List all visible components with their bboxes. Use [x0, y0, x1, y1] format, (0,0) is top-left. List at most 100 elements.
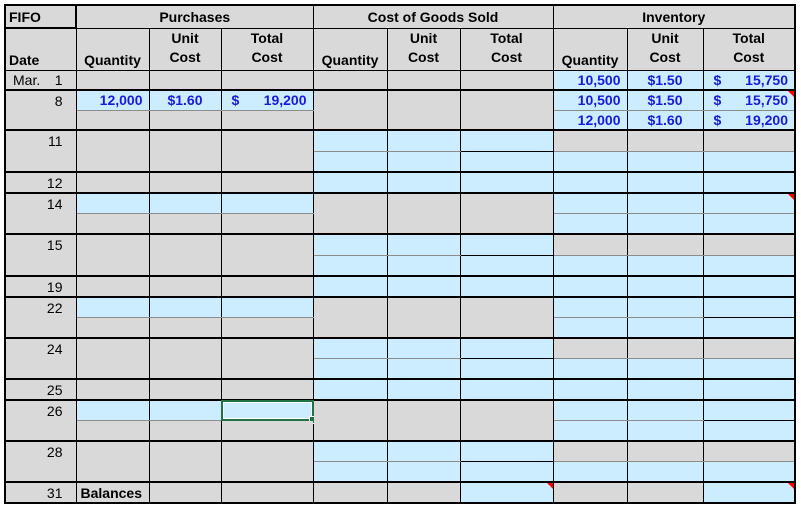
mar-15-cogs-quantity-cell[interactable]: [312, 233, 388, 256]
mar-15-inventory-quantity-cell-2[interactable]: [552, 254, 628, 277]
mar-11-cogs-quantity-cell[interactable]: [312, 129, 388, 152]
mar-31-cogs-total-cost-cell[interactable]: [459, 481, 554, 504]
mar-24-cogs-unit-cost-cell[interactable]: [386, 337, 461, 359]
mar-8-inventory-unit-cost-cell-2[interactable]: $1.60: [626, 109, 704, 131]
mar-22-purchases-unit-cost-cell[interactable]: [148, 296, 222, 318]
mar-15-cogs-total-cost-cell-2[interactable]: [459, 254, 554, 277]
mar-25-cogs-unit-cost-cell[interactable]: [386, 378, 461, 401]
mar-24-inventory-unit-cost-cell-2[interactable]: [626, 357, 704, 380]
mar-11-inventory-unit-cost-cell-2[interactable]: [626, 150, 704, 173]
mar-14-purchases-quantity-cell[interactable]: [75, 192, 150, 214]
mar-8-purchases-total-cost-cell[interactable]: $19,200: [220, 89, 314, 111]
mar-12-inventory-unit-cost-cell[interactable]: [626, 171, 704, 194]
comment-indicator-icon[interactable]: [788, 92, 794, 97]
mar-19-inventory-unit-cost-cell[interactable]: [626, 275, 704, 298]
mar-26-inventory-unit-cost-cell[interactable]: [626, 399, 704, 421]
mar-14-inventory-total-cost-cell[interactable]: [702, 192, 796, 214]
mar-15-cogs-quantity-cell-2[interactable]: [312, 254, 388, 277]
mar-25-inventory-quantity-cell[interactable]: [552, 378, 628, 401]
mar-12-cogs-quantity-cell[interactable]: [312, 171, 388, 194]
mar-12-inventory-total-cost-cell[interactable]: [702, 171, 796, 194]
mar-11-cogs-total-cost-cell-2[interactable]: [459, 150, 554, 173]
mar-24-inventory-quantity-cell-2[interactable]: [552, 357, 628, 380]
mar-28-cogs-quantity-cell[interactable]: [312, 440, 388, 462]
mar-12-inventory-quantity-cell[interactable]: [552, 171, 628, 194]
mar-28-inventory-unit-cost-cell-2[interactable]: [626, 460, 704, 483]
mar-22-purchases-quantity-cell[interactable]: [75, 296, 150, 318]
mar-11-cogs-total-cost-cell[interactable]: [459, 129, 554, 152]
mar-1-inventory-quantity-cell[interactable]: 10,500: [552, 69, 628, 91]
mar-15-inventory-total-cost-cell-2[interactable]: [702, 254, 796, 277]
mar-19-cogs-total-cost-cell[interactable]: [459, 275, 554, 298]
mar-12-cogs-total-cost-cell[interactable]: [459, 171, 554, 194]
mar-11-inventory-total-cost-cell-2[interactable]: [702, 150, 796, 173]
comment-indicator-icon[interactable]: [546, 484, 552, 489]
mar-8-inventory-quantity-cell-2[interactable]: 12,000: [552, 109, 628, 131]
mar-24-cogs-quantity-cell-2[interactable]: [312, 357, 388, 380]
mar-11-cogs-quantity-cell-2[interactable]: [312, 150, 388, 173]
mar-11-cogs-unit-cost-cell-2[interactable]: [386, 150, 461, 173]
mar-28-cogs-quantity-cell-2[interactable]: [312, 460, 388, 483]
mar-22-inventory-quantity-cell-2[interactable]: [552, 316, 628, 339]
mar-8-inventory-unit-cost-cell[interactable]: $1.50: [626, 89, 704, 111]
mar-15-cogs-unit-cost-cell-2[interactable]: [386, 254, 461, 277]
mar-14-inventory-unit-cost-cell-2[interactable]: [626, 212, 704, 235]
mar-11-inventory-quantity-cell-2[interactable]: [552, 150, 628, 173]
mar-19-inventory-quantity-cell[interactable]: [552, 275, 628, 298]
mar-14-inventory-quantity-cell-2[interactable]: [552, 212, 628, 235]
mar-14-inventory-quantity-cell[interactable]: [552, 192, 628, 214]
mar-22-purchases-total-cost-cell[interactable]: [220, 296, 314, 318]
mar-28-cogs-total-cost-cell-2[interactable]: [459, 460, 554, 483]
mar-26-inventory-total-cost-cell[interactable]: [702, 399, 796, 421]
mar-28-cogs-unit-cost-cell[interactable]: [386, 440, 461, 462]
mar-1-inventory-total-cost-cell[interactable]: $15,750: [702, 69, 796, 91]
comment-indicator-icon[interactable]: [788, 195, 794, 200]
mar-25-cogs-total-cost-cell[interactable]: [459, 378, 554, 401]
mar-31-inventory-total-cost-cell[interactable]: [702, 481, 796, 504]
mar-22-inventory-total-cost-cell-2[interactable]: [702, 316, 796, 339]
mar-28-inventory-quantity-cell-2[interactable]: [552, 460, 628, 483]
mar-22-inventory-total-cost-cell[interactable]: [702, 296, 796, 318]
mar-19-cogs-unit-cost-cell[interactable]: [386, 275, 461, 298]
mar-25-cogs-quantity-cell[interactable]: [312, 378, 388, 401]
mar-12-cogs-unit-cost-cell[interactable]: [386, 171, 461, 194]
mar-14-inventory-total-cost-cell-2[interactable]: [702, 212, 796, 235]
mar-28-inventory-total-cost-cell-2[interactable]: [702, 460, 796, 483]
mar-25-inventory-total-cost-cell[interactable]: [702, 378, 796, 401]
mar-28-cogs-total-cost-cell[interactable]: [459, 440, 554, 462]
mar-8-inventory-quantity-cell[interactable]: 10,500: [552, 89, 628, 111]
mar-22-inventory-unit-cost-cell[interactable]: [626, 296, 704, 318]
mar-26-inventory-quantity-cell[interactable]: [552, 399, 628, 421]
mar-22-inventory-unit-cost-cell-2[interactable]: [626, 316, 704, 339]
comment-indicator-icon[interactable]: [788, 484, 794, 489]
mar-24-cogs-total-cost-cell-2[interactable]: [459, 357, 554, 380]
mar-11-cogs-unit-cost-cell[interactable]: [386, 129, 461, 152]
mar-14-purchases-unit-cost-cell[interactable]: [148, 192, 222, 214]
mar-19-inventory-total-cost-cell[interactable]: [702, 275, 796, 298]
mar-15-cogs-unit-cost-cell[interactable]: [386, 233, 461, 256]
row-mar-12: 12: [4, 171, 796, 194]
mar-28-cogs-unit-cost-cell-2[interactable]: [386, 460, 461, 483]
mar-14-inventory-unit-cost-cell[interactable]: [626, 192, 704, 214]
mar-15-inventory-unit-cost-cell-2[interactable]: [626, 254, 704, 277]
mar-26-inventory-quantity-cell-2[interactable]: [552, 419, 628, 442]
mar-24-cogs-total-cost-cell[interactable]: [459, 337, 554, 359]
mar-19-cogs-quantity-cell[interactable]: [312, 275, 388, 298]
mar-22-inventory-quantity-cell[interactable]: [552, 296, 628, 318]
mar-8-inventory-total-cost-cell-2[interactable]: $19,200: [702, 109, 796, 131]
mar-15-cogs-total-cost-cell[interactable]: [459, 233, 554, 256]
mar-26-purchases-total-cost-cell[interactable]: [220, 399, 317, 424]
mar-26-inventory-unit-cost-cell-2[interactable]: [626, 419, 704, 442]
mar-14-purchases-total-cost-cell[interactable]: [220, 192, 314, 214]
mar-26-purchases-unit-cost-cell[interactable]: [148, 399, 222, 421]
mar-26-purchases-quantity-cell[interactable]: [75, 399, 150, 421]
mar-24-cogs-quantity-cell[interactable]: [312, 337, 388, 359]
mar-8-purchases-quantity-cell[interactable]: 12,000: [75, 89, 150, 111]
mar-8-purchases-unit-cost-cell[interactable]: $1.60: [148, 89, 222, 111]
mar-24-cogs-unit-cost-cell-2[interactable]: [386, 357, 461, 380]
mar-8-inventory-total-cost-cell[interactable]: $15,750: [702, 89, 796, 111]
mar-25-inventory-unit-cost-cell[interactable]: [626, 378, 704, 401]
mar-1-inventory-unit-cost-cell[interactable]: $1.50: [626, 69, 704, 91]
mar-24-inventory-total-cost-cell-2[interactable]: [702, 357, 796, 380]
mar-26-inventory-total-cost-cell-2[interactable]: [702, 419, 796, 442]
